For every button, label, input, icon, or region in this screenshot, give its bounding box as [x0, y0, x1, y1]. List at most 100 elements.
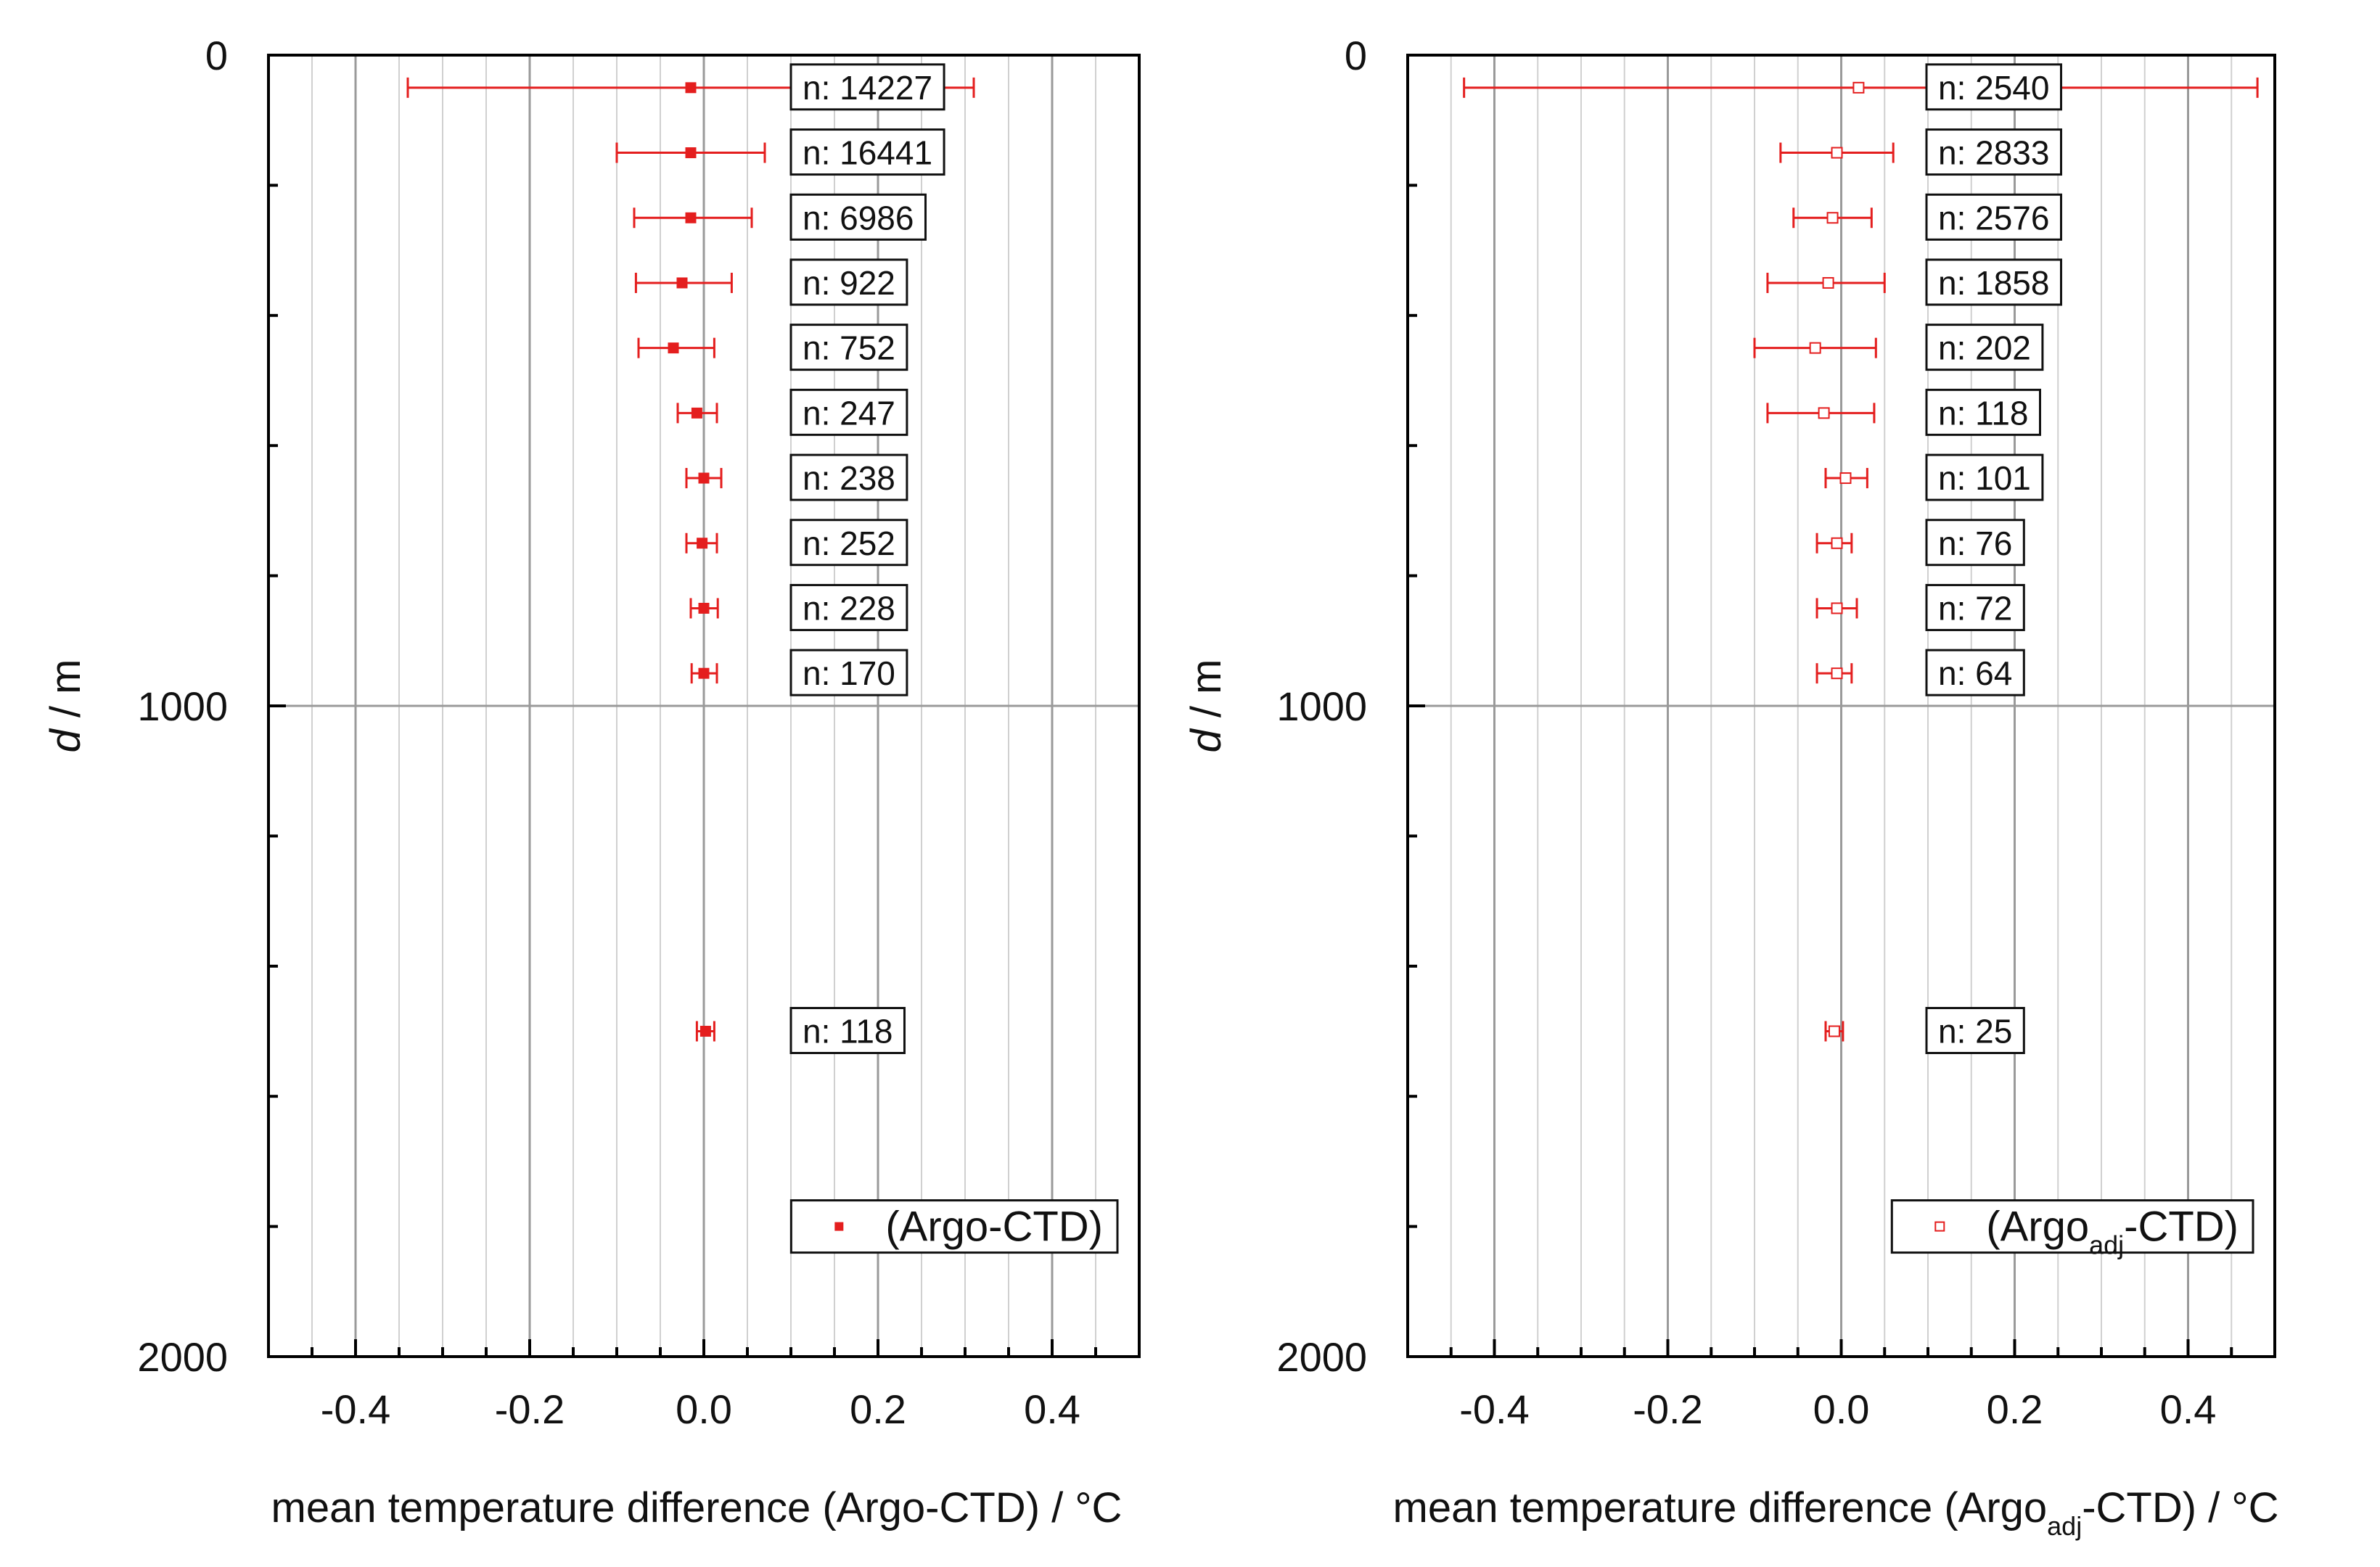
n-count-label: n: 752 [789, 324, 908, 371]
data-point-marker [698, 602, 710, 614]
n-count-text: n: 252 [803, 525, 895, 562]
n-count-label: n: 14227 [789, 63, 945, 111]
legend-marker [834, 1222, 844, 1231]
n-count-text: n: 228 [803, 589, 895, 627]
n-count-box [789, 258, 908, 306]
n-count-text: n: 238 [803, 459, 895, 497]
legend: (Argo-CTD) [789, 1199, 1119, 1254]
data-point-marker [1839, 472, 1852, 485]
n-count-text: n: 118 [803, 1013, 892, 1050]
x-tick-label: 0.4 [1024, 1386, 1080, 1432]
legend: (Argoadj-CTD) [1890, 1199, 2254, 1260]
n-count-text: n: 101 [1938, 459, 2031, 497]
n-count-label: n: 2833 [1925, 128, 2062, 176]
n-count-label: n: 118 [1925, 388, 2041, 436]
y-tick-label: 2000 [137, 1334, 228, 1380]
n-count-label: n: 922 [789, 258, 908, 306]
data-point-marker [1831, 602, 1843, 614]
n-count-text: n: 1858 [1938, 264, 2049, 302]
x-axis-title-subscript: adj [2047, 1511, 2082, 1541]
n-count-box [1925, 453, 2044, 501]
data-point-marker [1809, 342, 1821, 354]
n-count-text: n: 64 [1938, 654, 2012, 692]
n-count-label: n: 25 [1925, 1007, 2025, 1054]
n-count-box [789, 453, 908, 501]
y-axis-title-unit: / m [1183, 659, 1230, 730]
data-point-marker [1852, 81, 1865, 94]
y-tick-label: 0 [205, 33, 228, 78]
y-tick-label: 0 [1345, 33, 1367, 78]
data-point-marker [685, 147, 697, 159]
n-count-box [1925, 649, 2025, 696]
data-point-marker [1822, 276, 1834, 289]
data-point-marker [1826, 212, 1839, 224]
y-axis-title: d / m [42, 659, 89, 753]
legend-label-part: -CTD) [2124, 1204, 2239, 1251]
n-count-text: n: 76 [1938, 525, 2012, 562]
n-count-label: n: 1858 [1925, 258, 2062, 306]
data-point-marker [685, 82, 697, 94]
x-tick-label: -0.4 [321, 1386, 391, 1432]
n-count-label: n: 228 [789, 583, 908, 631]
x-axis-title-part: mean temperature difference (Argo-CTD) /… [271, 1484, 1123, 1531]
y-axis-title-symbol: d [1183, 728, 1230, 752]
data-point-marker [1818, 407, 1830, 419]
data-point-marker [698, 667, 710, 679]
n-count-label: n: 2576 [1925, 193, 2062, 241]
x-tick-label: 0.0 [676, 1386, 732, 1432]
legend-label-subscript: adj [2089, 1230, 2124, 1260]
n-count-text: n: 170 [803, 654, 895, 692]
x-axis-title-part: -CTD) / °C [2082, 1484, 2278, 1531]
data-point-marker [1828, 1025, 1840, 1037]
n-count-box [1925, 388, 2041, 436]
n-count-text: n: 25 [1938, 1013, 2012, 1050]
n-count-text: n: 2540 [1938, 69, 2049, 107]
x-tick-label: 0.2 [850, 1386, 906, 1432]
n-count-box [1925, 324, 2044, 371]
legend-label-part: (Argo [1986, 1204, 2089, 1251]
n-count-text: n: 922 [803, 264, 895, 302]
data-point-marker [1831, 667, 1843, 680]
x-tick-label: 0.0 [1813, 1386, 1870, 1432]
n-count-label: n: 238 [789, 453, 908, 501]
x-tick-label: 0.4 [2160, 1386, 2217, 1432]
n-count-text: n: 72 [1938, 589, 2012, 627]
n-count-box [789, 128, 945, 176]
n-count-label: n: 2540 [1925, 63, 2062, 111]
n-count-box [789, 649, 908, 696]
n-count-box [789, 324, 908, 371]
legend-label: (Argoadj-CTD) [1986, 1204, 2239, 1260]
n-count-label: n: 170 [789, 649, 908, 696]
left-panel-argo-ctd: -0.4 -0.2 0.0 0.2 0.4 0 1000 2000 d / m mean temp… [42, 33, 1141, 1531]
data-point-marker [691, 407, 702, 419]
data-point-marker [668, 342, 679, 354]
x-axis-title: mean temperature difference (Argoadj-CTD… [1393, 1484, 2279, 1541]
y-tick-label: 1000 [1276, 683, 1367, 729]
n-count-box [1925, 258, 2062, 306]
n-count-text: n: 118 [1938, 394, 2028, 432]
n-count-box [1925, 128, 2062, 176]
n-count-text: n: 202 [1938, 329, 2031, 367]
data-point-marker [698, 472, 710, 484]
x-tick-label: 0.2 [1987, 1386, 2043, 1432]
n-count-label: n: 16441 [789, 128, 945, 176]
n-count-box [789, 388, 908, 436]
legend-marker [1934, 1221, 1945, 1232]
x-tick-label: -0.2 [1633, 1386, 1703, 1432]
n-count-box [1925, 1007, 2025, 1054]
y-tick-label: 2000 [1276, 1334, 1367, 1380]
n-count-text: n: 16441 [803, 134, 932, 172]
n-count-box [789, 63, 945, 111]
n-count-box [1925, 583, 2025, 631]
n-count-label: n: 202 [1925, 324, 2044, 371]
n-count-label: n: 101 [1925, 453, 2044, 501]
right-panel-argo-adj-ctd: -0.4 -0.2 0.0 0.2 0.4 0 1000 2000 d / m mean temp… [1183, 33, 2278, 1541]
n-count-box [1925, 193, 2062, 241]
data-point-marker [1831, 537, 1843, 549]
x-tick-label: -0.2 [495, 1386, 565, 1432]
legend-box [1890, 1199, 2254, 1254]
x-axis-title: mean temperature difference (Argo-CTD) /… [271, 1484, 1123, 1531]
legend-box [789, 1199, 1119, 1254]
n-count-box [789, 583, 908, 631]
n-count-text: n: 752 [803, 329, 895, 367]
